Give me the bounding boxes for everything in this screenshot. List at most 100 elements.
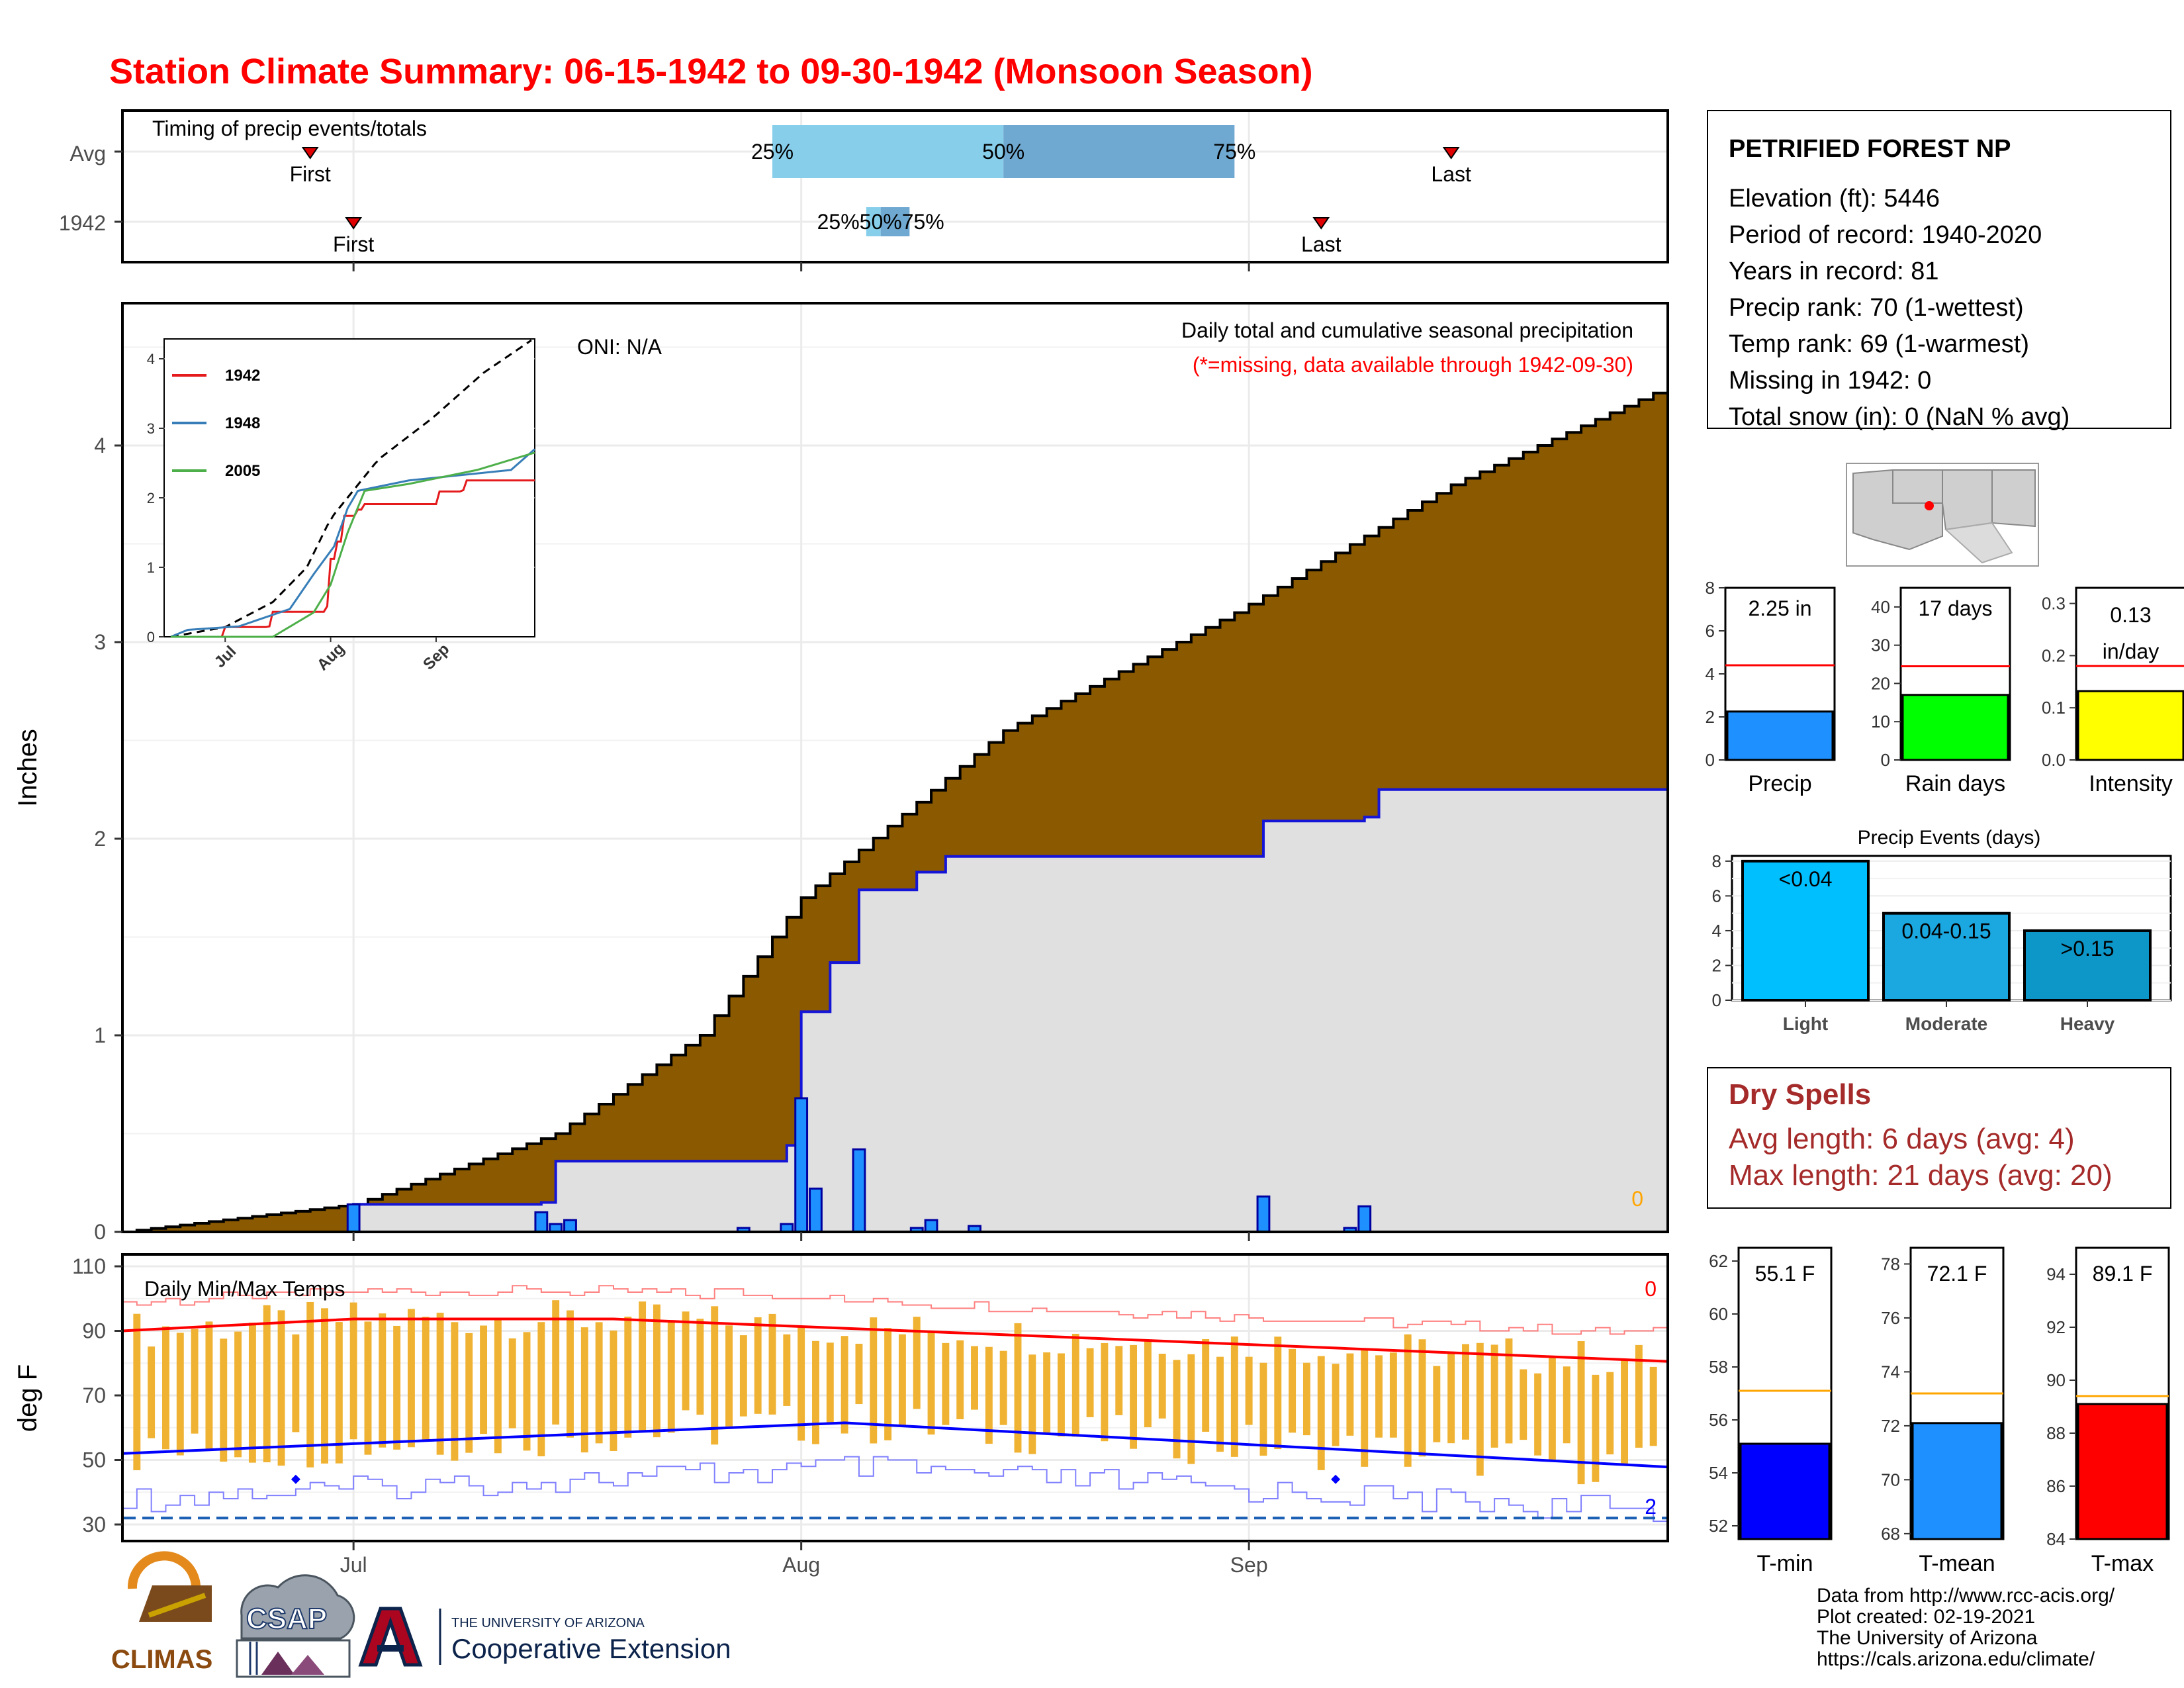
events-category-label: Moderate (1905, 1013, 1987, 1034)
temp-summary-bar (1739, 1442, 1831, 1540)
daily-temp-range-bar (855, 1343, 863, 1405)
summary-bar-label: Intensity (2089, 771, 2173, 796)
daily-temp-range-bar (1259, 1362, 1267, 1456)
station-line: Temp rank: 69 (1-warmest) (1729, 330, 2029, 358)
percentile-label: 50% (982, 140, 1024, 164)
daily-temp-range-bar (480, 1325, 488, 1434)
university-of-arizona-logo: THE UNIVERSITY OF ARIZONA Cooperative Ex… (358, 1607, 731, 1667)
oni-label: ONI: N/A (577, 335, 662, 359)
inset-legend-label: 2005 (225, 462, 260, 480)
daily-temp-range-bar (783, 1334, 791, 1406)
daily-temp-range-bar (985, 1346, 993, 1444)
daily-temp-range-bar (1130, 1344, 1138, 1449)
temp-summary-tick-label: 94 (2046, 1264, 2066, 1284)
temps-y-tick-label: 90 (82, 1319, 106, 1343)
dry-spells-max: Max length: 21 days (avg: 20) (1729, 1159, 2113, 1192)
last-event-label: Last (1431, 162, 1471, 186)
daily-temp-range-bar (999, 1350, 1007, 1425)
percentile-label: 25% (751, 140, 794, 164)
daily-temp-range-bar (841, 1336, 848, 1434)
daily-temp-range-bar (711, 1306, 719, 1445)
climas-logo: CLIMAS (111, 1551, 212, 1674)
temp-summary-tick-label: 58 (1709, 1357, 1728, 1377)
daily-temp-range-bar (1476, 1342, 1484, 1476)
dry-spells-avg: Avg length: 6 days (avg: 4) (1729, 1123, 2075, 1155)
events-tick-label: 2 (1712, 955, 1721, 975)
daily-temp-range-bar (884, 1328, 892, 1440)
summary-tick-label: 0.0 (2042, 750, 2066, 770)
daily-temp-range-bar (1071, 1333, 1079, 1437)
temp-summary-tick-label: 72 (1881, 1416, 1900, 1436)
daily-temp-range-bar (754, 1317, 762, 1414)
daily-temp-range-bar (1592, 1374, 1600, 1482)
daily-temp-range-bar (696, 1319, 704, 1415)
daily-temp-range-bar (1101, 1342, 1109, 1442)
temperature-summary-bars: 52 54 56 58 60 62 55.1 F T-min 68 70 72 74 76 78 72.1 … (1709, 1246, 2170, 1576)
daily-precip-bar (346, 1203, 361, 1233)
events-bar (1741, 859, 1870, 1002)
daily-temp-range-bar (1505, 1338, 1513, 1444)
temps-x-tick-label: Sep (1230, 1553, 1268, 1577)
observed-cumulative-area (122, 789, 1668, 1232)
summary-bar-label: Rain days (1905, 771, 2005, 796)
daily-temp-range-bar (1635, 1344, 1643, 1448)
precip-y-tick-label: 1 (94, 1023, 106, 1047)
quartile-box-lower (866, 207, 881, 236)
temp-summary-tick-label: 76 (1881, 1308, 1900, 1328)
timing-marker-triangle (301, 147, 319, 160)
ua-small-text: THE UNIVERSITY OF ARIZONA (451, 1616, 645, 1630)
temps-title: Daily Min/Max Temps (144, 1277, 345, 1301)
daily-temp-range-bar (465, 1333, 473, 1453)
daily-temp-range-bar (1014, 1323, 1022, 1453)
daily-temp-range-bar (653, 1304, 660, 1438)
daily-temp-range-bar (407, 1309, 415, 1448)
locator-map (1846, 463, 2039, 567)
credit-line: Data from http://www.rcc-acis.org/ (1817, 1585, 2115, 1607)
daily-temp-range-bar (1433, 1366, 1441, 1442)
summary-tick-label: 6 (1706, 621, 1715, 641)
temp-summary-label: T-mean (1919, 1551, 1995, 1576)
record-min-line (122, 1456, 1668, 1523)
events-tick-label: 0 (1712, 990, 1721, 1010)
record-max-line (122, 1285, 1668, 1338)
daily-temp-range-bar (335, 1322, 343, 1464)
inset-avg-line (170, 339, 532, 638)
precip-y-label: Inches (13, 729, 42, 807)
csap-logo-text: CSAP (246, 1603, 327, 1635)
events-bar (2023, 929, 2152, 1002)
quartile-box-upper (1003, 125, 1235, 178)
daily-temp-range-bar (133, 1313, 141, 1471)
page-title: Station Climate Summary: 06-15-1942 to 0… (109, 52, 1313, 91)
temp-summary-tick-label: 56 (1709, 1410, 1728, 1430)
daily-temp-range-bar (234, 1331, 242, 1458)
temp-summary-tick-label: 70 (1881, 1470, 1900, 1489)
daily-temp-range-bar (682, 1311, 690, 1411)
daily-temp-range-bar (205, 1321, 213, 1451)
temp-summary-bar (2077, 1403, 2168, 1540)
daily-temp-range-bar (162, 1326, 169, 1450)
station-info-box: PETRIFIED FOREST NP Elevation (ft): 5446… (1707, 110, 2171, 431)
temp-summary-tick-label: 86 (2046, 1476, 2066, 1496)
temp-summary-tick-label: 62 (1709, 1251, 1728, 1271)
daily-temp-range-bar (451, 1322, 459, 1461)
daily-temp-range-bar (1302, 1362, 1310, 1436)
temp-summary-tick-label: 84 (2046, 1529, 2066, 1549)
inset-legend-label: 1942 (225, 367, 260, 385)
events-category-label: Light (1783, 1013, 1828, 1034)
station-line: Period of record: 1940-2020 (1729, 221, 2042, 249)
quartile-box-lower (772, 125, 1004, 178)
daily-temp-range-bar (1548, 1357, 1556, 1462)
daily-temp-range-bar (1230, 1336, 1238, 1457)
events-tick-label: 4 (1712, 921, 1721, 941)
daily-temp-range-bar (870, 1317, 878, 1444)
events-bar-label: 0.04-0.15 (1901, 919, 1991, 943)
events-tick-label: 8 (1712, 851, 1721, 871)
temp-summary-tick-label: 68 (1881, 1524, 1900, 1544)
daily-precip-bar (534, 1211, 549, 1233)
climas-logo-text: CLIMAS (111, 1645, 212, 1674)
credit-line: Plot created: 02-19-2021 (1817, 1606, 2035, 1628)
daily-temp-range-bar (1563, 1366, 1570, 1444)
daily-temp-range-bar (1447, 1351, 1455, 1444)
daily-temp-range-bar (1404, 1334, 1412, 1467)
